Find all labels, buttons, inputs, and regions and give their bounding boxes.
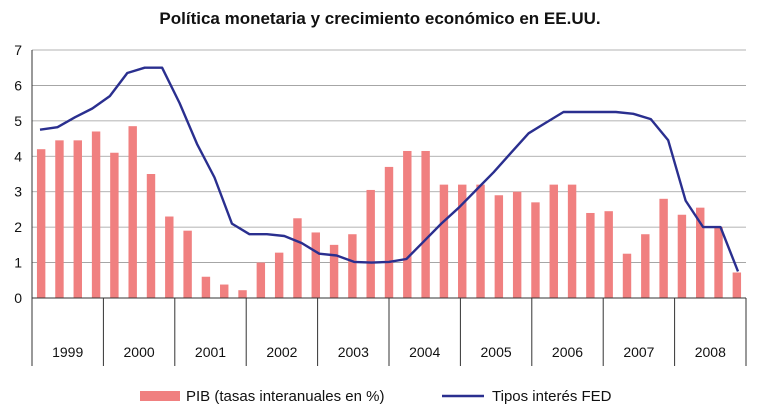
y-tick-0: 0 xyxy=(14,290,22,306)
pib-bar-23 xyxy=(458,184,467,298)
category-label-2006: 2006 xyxy=(552,344,583,360)
legend-bar-swatch xyxy=(140,391,180,401)
y-tick-4: 4 xyxy=(14,148,22,164)
pib-bar-16 xyxy=(329,244,339,298)
pib-bar-31 xyxy=(604,211,613,298)
pib-bar-18 xyxy=(366,189,375,298)
pib-bar-9 xyxy=(201,276,211,298)
pib-bar-28 xyxy=(549,184,558,298)
pib-bar-25 xyxy=(494,195,504,298)
pib-bar-10 xyxy=(220,284,229,298)
pib-bar-24 xyxy=(476,184,485,298)
x-axis-categories: 1999 2000 2001 2002 2003 2004 2005 2006 2007 2008 xyxy=(31,298,726,366)
category-label-2004: 2004 xyxy=(409,344,440,360)
pib-bar-1 xyxy=(55,140,64,298)
fed-rate-polyline xyxy=(39,66,740,272)
pib-bar-0 xyxy=(36,149,46,298)
pib-bar-35 xyxy=(677,214,687,298)
pib-bar-33 xyxy=(641,234,650,298)
y-tick-6: 6 xyxy=(14,77,22,93)
legend-bar-label: PIB (tasas interanuales en %) xyxy=(186,388,384,405)
pib-bar-19 xyxy=(384,166,394,298)
pib-bar-30 xyxy=(586,212,595,298)
pib-bar-15 xyxy=(311,232,320,298)
pib-bar-38 xyxy=(732,272,742,298)
pib-bar-7 xyxy=(165,216,174,298)
category-label-2008: 2008 xyxy=(695,344,726,360)
pib-bar-32 xyxy=(622,253,632,298)
legend-line-label: Tipos interés FED xyxy=(492,388,612,405)
y-tick-7: 7 xyxy=(14,42,22,58)
category-label-2003: 2003 xyxy=(338,344,369,360)
category-label-1999: 1999 xyxy=(52,344,83,360)
chart-title: Política monetaria y crecimiento económi… xyxy=(159,9,600,28)
pib-bar-12 xyxy=(256,262,266,298)
pib-bar-4 xyxy=(110,152,119,298)
pib-bar-6 xyxy=(146,174,156,298)
pib-bar-34 xyxy=(659,198,668,298)
pib-bar-22 xyxy=(439,184,449,298)
category-label-2002: 2002 xyxy=(266,344,297,360)
pib-bar-3 xyxy=(91,131,101,298)
pib-bar-29 xyxy=(567,184,577,298)
y-tick-3: 3 xyxy=(14,184,22,200)
category-label-2005: 2005 xyxy=(481,344,512,360)
pib-bar-8 xyxy=(183,230,192,298)
y-tick-1: 1 xyxy=(14,255,22,271)
pib-bar-2 xyxy=(73,140,82,298)
pib-bar-36 xyxy=(696,207,705,298)
pib-bar-20 xyxy=(403,150,412,298)
pib-bar-37 xyxy=(714,227,723,298)
pib-bar-14 xyxy=(293,218,302,298)
legend: PIB (tasas interanuales en %) Tipos inte… xyxy=(140,388,612,405)
category-label-2000: 2000 xyxy=(124,344,155,360)
pib-bar-21 xyxy=(421,150,430,298)
pib-bars xyxy=(36,126,742,299)
pib-bar-13 xyxy=(274,252,284,298)
fed-rate-line xyxy=(39,66,740,272)
pib-bar-27 xyxy=(531,202,540,298)
pib-bar-17 xyxy=(348,234,357,298)
pib-bar-5 xyxy=(128,126,137,299)
category-label-2007: 2007 xyxy=(623,344,654,360)
y-tick-5: 5 xyxy=(14,113,22,129)
pib-bar-11 xyxy=(238,290,247,298)
category-label-2001: 2001 xyxy=(195,344,226,360)
pib-bar-26 xyxy=(512,191,522,298)
y-tick-2: 2 xyxy=(14,219,22,235)
y-axis-ticks: 0 1 2 3 4 5 6 7 xyxy=(14,42,22,306)
